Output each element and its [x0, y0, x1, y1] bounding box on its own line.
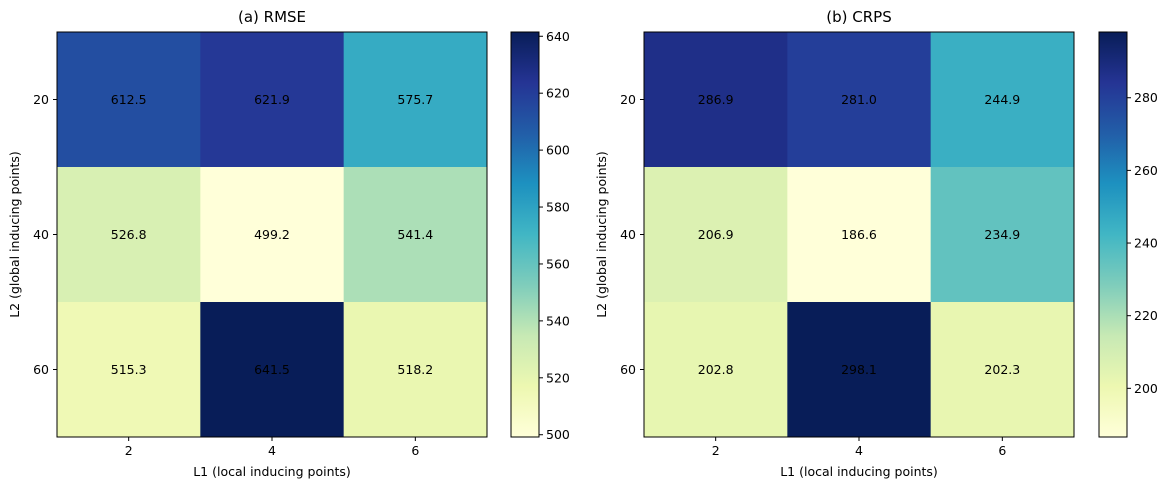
colorbar-tick-label: 620: [546, 86, 570, 101]
cell-value-label: 641.5: [254, 362, 290, 377]
x-axis-label: L1 (local inducing points): [780, 464, 938, 479]
x-tick-label: 6: [411, 443, 419, 458]
heatmap-cell: [787, 302, 932, 438]
heatmap-cell: [930, 167, 1075, 303]
heatmap-cell: [644, 302, 788, 438]
y-tick-label: 60: [33, 362, 49, 377]
heatmap-cell: [343, 167, 488, 303]
colorbar-tick-label: 240: [1134, 236, 1158, 251]
heatmap-cell: [787, 167, 932, 303]
cell-value-label: 281.0: [841, 92, 877, 107]
colorbar-tick-label: 520: [546, 370, 570, 385]
chart-title: (b) CRPS: [826, 8, 891, 26]
y-tick-label: 40: [620, 227, 636, 242]
colorbar: [510, 31, 540, 438]
heatmap-cell: [200, 167, 345, 303]
colorbar-tick-label: 280: [1134, 90, 1158, 105]
colorbar-tick-label: 540: [546, 313, 570, 328]
cell-value-label: 575.7: [397, 92, 433, 107]
cell-value-label: 202.3: [984, 362, 1020, 377]
cell-value-label: 526.8: [111, 227, 147, 242]
colorbar-tick-label: 220: [1134, 308, 1158, 323]
colorbar-tick-label: 600: [546, 143, 570, 158]
y-tick-label: 20: [620, 92, 636, 107]
colorbar: [1098, 31, 1128, 438]
heatmap-cell: [57, 32, 201, 168]
x-tick-label: 2: [712, 443, 720, 458]
cell-value-label: 621.9: [254, 92, 290, 107]
rmse-panel: (a) RMSE 612.5 621.9 575.7 526.8 499.2 541.4 51…: [7, 8, 570, 479]
x-tick-label: 6: [998, 443, 1006, 458]
heatmap-cell: [644, 167, 788, 303]
cell-value-label: 244.9: [984, 92, 1020, 107]
heatmap-cell: [930, 32, 1075, 168]
y-tick-label: 40: [33, 227, 49, 242]
heatmap-cell: [930, 302, 1075, 438]
crps-panel: (b) CRPS 286.9 281.0 244.9 206.9 186.6 234.9 20…: [594, 8, 1158, 479]
y-tick-label: 20: [33, 92, 49, 107]
colorbar-tick-label: 260: [1134, 163, 1158, 178]
y-axis-label: L2 (global inducing points): [7, 151, 22, 318]
heatmap-cell: [57, 167, 201, 303]
cell-value-label: 202.8: [698, 362, 734, 377]
cell-value-label: 286.9: [698, 92, 734, 107]
heatmap-cell: [57, 302, 201, 438]
colorbar-tick-label: 580: [546, 200, 570, 215]
cell-value-label: 186.6: [841, 227, 877, 242]
colorbar-tick-label: 500: [546, 427, 570, 442]
x-tick-label: 2: [125, 443, 133, 458]
cell-value-label: 612.5: [111, 92, 147, 107]
cell-value-label: 518.2: [397, 362, 433, 377]
cell-value-label: 515.3: [111, 362, 147, 377]
cell-value-label: 234.9: [984, 227, 1020, 242]
cell-value-label: 298.1: [841, 362, 877, 377]
cell-value-label: 541.4: [397, 227, 433, 242]
x-tick-label: 4: [855, 443, 863, 458]
y-tick-label: 60: [620, 362, 636, 377]
x-axis-label: L1 (local inducing points): [193, 464, 351, 479]
y-axis-label: L2 (global inducing points): [594, 151, 609, 318]
heatmap-cell: [644, 32, 788, 168]
heatmap-cell: [343, 32, 488, 168]
colorbar-tick-label: 200: [1134, 381, 1158, 396]
heatmap-cell: [787, 32, 932, 168]
cell-value-label: 499.2: [254, 227, 290, 242]
chart-title: (a) RMSE: [238, 8, 306, 26]
colorbar-tick-label: 560: [546, 256, 570, 271]
heatmap-cell: [200, 32, 345, 168]
colorbar-tick-label: 640: [546, 29, 570, 44]
cell-value-label: 206.9: [698, 227, 734, 242]
x-tick-label: 4: [268, 443, 276, 458]
heatmap-cell: [200, 302, 345, 438]
heatmap-cell: [343, 302, 488, 438]
